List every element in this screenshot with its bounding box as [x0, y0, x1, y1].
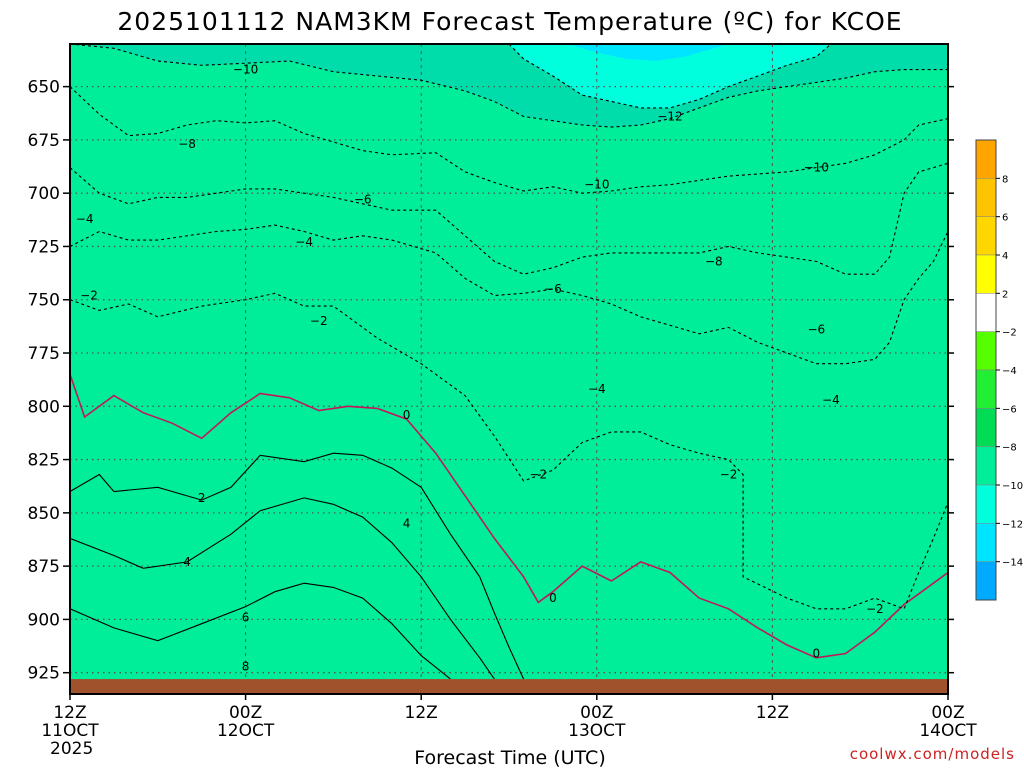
y-tick-label: 750	[28, 291, 60, 311]
contour-label: −10	[233, 63, 258, 77]
x-tick-label: 14OCT	[919, 721, 977, 741]
credit-text: coolwx.com/models	[850, 745, 1015, 763]
x-tick-label: 12Z	[405, 703, 438, 723]
contour-label: 0	[812, 647, 820, 661]
colorbar-label: 6	[1002, 213, 1008, 224]
contour-label: −2	[529, 467, 547, 481]
chart-title: 2025101112 NAM3KM Forecast Temperature (…	[117, 7, 902, 36]
contour-label: −8	[705, 254, 723, 268]
contour-label: −10	[804, 161, 829, 175]
y-tick-label: 775	[28, 344, 60, 364]
contour-label: 2	[198, 491, 206, 505]
y-tick-label: 700	[28, 184, 60, 204]
contour-label: −8	[178, 137, 196, 151]
y-tick-label: 900	[28, 610, 60, 630]
contour-line-minus4	[70, 224, 948, 365]
colorbar-segment	[975, 484, 997, 524]
contour-label: −2	[866, 602, 884, 616]
colorbar-label: 2	[1002, 289, 1008, 300]
colorbar-segment	[975, 216, 997, 256]
contour-label: −2	[80, 288, 98, 302]
colorbar-segment	[975, 293, 997, 332]
x-tick-label: 00Z	[229, 703, 262, 723]
contour-line-minus2	[70, 292, 948, 610]
contour-line-minus8	[70, 86, 948, 194]
plot-content: 8 6 4 4 2 0 0 0 −2 −2 −2 −2 −2 −4 −4 −4 −4 −6 −6 −6 −8 −8 −10 −…	[70, 44, 948, 694]
x-tick-label: 00Z	[931, 703, 964, 723]
temp-band--12-to--10	[509, 44, 831, 108]
contour-label: −4	[76, 212, 94, 226]
contour-line-4	[70, 497, 495, 680]
y-tick-label: 800	[28, 397, 60, 417]
plot-area: 8 6 4 4 2 0 0 0 −2 −2 −2 −2 −2 −4 −4 −4 −4 −6 −6 −6 −8 −8 −10 −…	[69, 43, 949, 695]
colorbar-label: −14	[1002, 558, 1023, 569]
colorbar-segment	[975, 446, 997, 486]
colorbar-label: −4	[1002, 366, 1017, 377]
contour-line-6	[70, 582, 451, 680]
contour-line-minus12	[508, 44, 832, 109]
contour-label: −4	[822, 393, 840, 407]
contour-label: 6	[242, 610, 250, 624]
x-tick-label: 00Z	[580, 703, 613, 723]
contour-label: −2	[720, 467, 738, 481]
colorbar-segment	[975, 369, 997, 409]
contour-label: −6	[807, 323, 825, 337]
x-tick-label: 12Z	[756, 703, 789, 723]
contour-line-2	[70, 452, 525, 680]
contour-label: 4	[403, 517, 411, 531]
y-tick-label: 825	[28, 451, 60, 471]
colorbar-label: 8	[1002, 174, 1008, 185]
x-tick-label: 12Z	[53, 703, 86, 723]
contour-label: −10	[584, 178, 609, 192]
x-tick-label: 2025	[50, 739, 93, 759]
colorbar: 8 6 4 2 −2 −4 −6 −8 −10 −12 −14	[975, 139, 1023, 601]
y-tick-label: 875	[28, 557, 60, 577]
contour-line-minus6	[70, 162, 948, 275]
colorbar-label: −2	[1002, 328, 1017, 339]
x-tick-label: 12OCT	[217, 721, 275, 741]
contour-label: 0	[549, 591, 557, 605]
colorbar-segment	[975, 178, 997, 217]
x-tick-label: 11OCT	[41, 721, 99, 741]
temp-band--14-to--12	[567, 44, 729, 61]
contour-label: −6	[544, 282, 562, 296]
colorbar-segment	[975, 139, 997, 179]
colorbar-segment	[975, 408, 997, 447]
colorbar-label: 4	[1002, 251, 1008, 262]
contour-label: −2	[310, 314, 328, 328]
contour-label: −4	[588, 382, 606, 396]
y-tick-label: 850	[28, 504, 60, 524]
y-tick-label: 925	[28, 664, 60, 684]
colorbar-label: −6	[1002, 404, 1017, 415]
y-tick-label: 650	[28, 78, 60, 98]
x-axis-label: Forecast Time (UTC)	[414, 747, 605, 768]
colorbar-label: −8	[1002, 443, 1017, 454]
y-tick-label: 675	[28, 131, 60, 151]
colorbar-segment	[975, 254, 997, 294]
contour-label: −6	[354, 193, 372, 207]
contour-line-0	[70, 374, 948, 659]
x-tick-label: 13OCT	[568, 721, 626, 741]
contour-line-minus10	[70, 44, 948, 128]
colorbar-label: −12	[1002, 519, 1023, 530]
contour-label: 0	[403, 408, 411, 422]
y-tick-label: 725	[28, 237, 60, 257]
contour-label: −4	[295, 235, 313, 249]
contour-label: 4	[183, 555, 191, 569]
colorbar-segment	[975, 523, 997, 562]
colorbar-label: −10	[1002, 481, 1023, 492]
contour-label: −12	[657, 109, 682, 123]
temp-band--10-to--8	[70, 44, 948, 686]
colorbar-segment	[975, 331, 997, 371]
ground-terrain	[70, 679, 948, 694]
colorbar-segment	[975, 561, 997, 601]
contour-label: 8	[242, 659, 250, 673]
plot-frame	[69, 43, 949, 695]
